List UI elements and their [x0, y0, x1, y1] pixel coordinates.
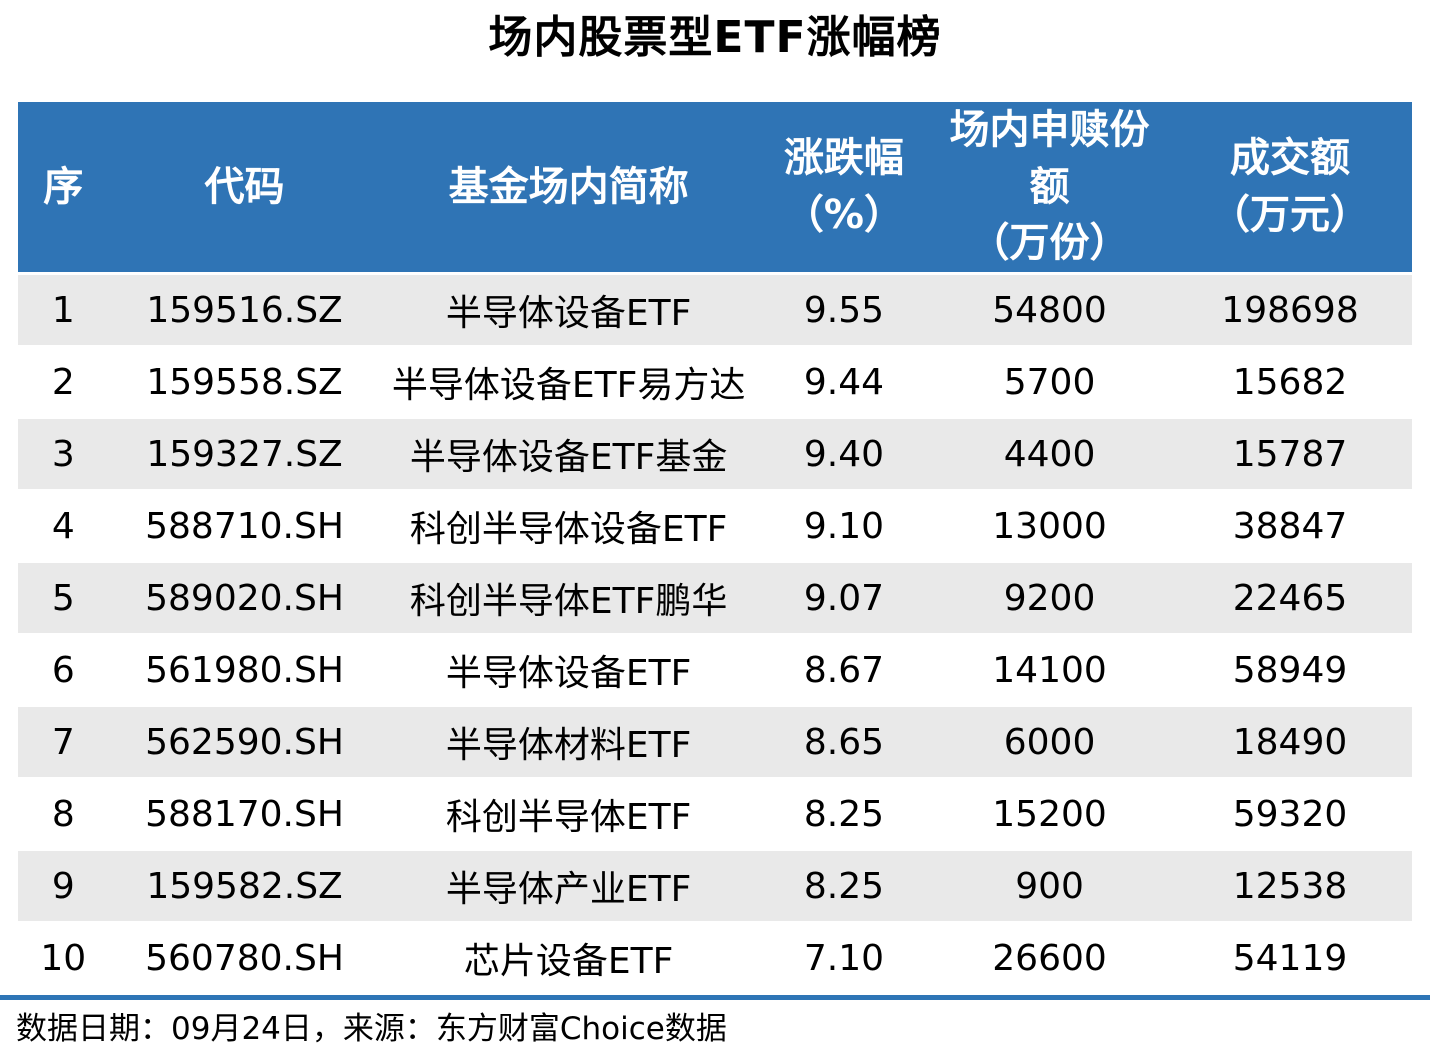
cell-fund-name: 科创半导体ETF — [380, 778, 757, 852]
cell-fund-name: 科创半导体设备ETF — [380, 490, 757, 564]
table-body: 1 159516.SZ 半导体设备ETF 9.55 54800 198698 2… — [18, 273, 1412, 996]
table-row: 4 588710.SH 科创半导体设备ETF 9.10 13000 38847 — [18, 490, 1412, 564]
cell-turnover: 59320 — [1168, 778, 1412, 852]
header-row: 序 代码 基金场内简称 涨跌幅 （%） 场内申赎份额 （万份） 成交额 — [18, 101, 1412, 276]
table-row: 6 561980.SH 半导体设备ETF 8.67 14100 58949 — [18, 634, 1412, 708]
col-header-index: 序 — [18, 101, 109, 276]
cell-code: 159327.SZ — [108, 418, 381, 492]
col-header-label: 成交额 — [1230, 135, 1351, 182]
cell-change: 8.65 — [756, 706, 932, 780]
cell-change: 9.10 — [756, 490, 932, 564]
col-header-fund-name: 基金场内简称 — [380, 101, 757, 276]
cell-code: 588710.SH — [108, 490, 381, 564]
col-header-label: 涨跌幅 — [783, 135, 904, 182]
col-header-label: 场内申赎份额 — [949, 106, 1150, 210]
cell-index: 9 — [18, 850, 109, 924]
cell-shares: 900 — [931, 850, 1169, 924]
cell-shares: 5700 — [931, 346, 1169, 420]
cell-shares: 4400 — [931, 418, 1169, 492]
cell-turnover: 18490 — [1168, 706, 1412, 780]
cell-turnover: 12538 — [1168, 850, 1412, 924]
col-header-turnover: 成交额 （万元） — [1168, 101, 1412, 276]
cell-shares: 14100 — [931, 634, 1169, 708]
cell-index: 5 — [18, 562, 109, 636]
cell-index: 2 — [18, 346, 109, 420]
table-row: 9 159582.SZ 半导体产业ETF 8.25 900 12538 — [18, 850, 1412, 924]
cell-change: 8.25 — [756, 850, 932, 924]
cell-change: 9.40 — [756, 418, 932, 492]
cell-change: 7.10 — [756, 922, 932, 996]
cell-turnover: 15787 — [1168, 418, 1412, 492]
cell-code: 561980.SH — [108, 634, 381, 708]
col-header-change: 涨跌幅 （%） — [756, 101, 932, 276]
cell-turnover: 58949 — [1168, 634, 1412, 708]
cell-fund-name: 半导体设备ETF — [380, 273, 757, 348]
cell-change: 9.07 — [756, 562, 932, 636]
cell-turnover: 22465 — [1168, 562, 1412, 636]
cell-turnover: 15682 — [1168, 346, 1412, 420]
table-row: 3 159327.SZ 半导体设备ETF基金 9.40 4400 15787 — [18, 418, 1412, 492]
table-row: 7 562590.SH 半导体材料ETF 8.65 6000 18490 — [18, 706, 1412, 780]
cell-index: 4 — [18, 490, 109, 564]
cell-fund-name: 半导体设备ETF — [380, 634, 757, 708]
cell-change: 8.67 — [756, 634, 932, 708]
etf-table: 序 代码 基金场内简称 涨跌幅 （%） 场内申赎份额 （万份） 成交额 — [18, 101, 1412, 996]
col-header-code: 代码 — [108, 101, 381, 276]
cell-shares: 9200 — [931, 562, 1169, 636]
col-header-shares: 场内申赎份额 （万份） — [931, 101, 1169, 276]
cell-change: 8.25 — [756, 778, 932, 852]
cell-shares: 26600 — [931, 922, 1169, 996]
table-row: 10 560780.SH 芯片设备ETF 7.10 26600 54119 — [18, 922, 1412, 996]
table-header: 序 代码 基金场内简称 涨跌幅 （%） 场内申赎份额 （万份） 成交额 — [18, 101, 1412, 276]
cell-fund-name: 半导体材料ETF — [380, 706, 757, 780]
cell-change: 9.44 — [756, 346, 932, 420]
cell-index: 8 — [18, 778, 109, 852]
cell-code: 159582.SZ — [108, 850, 381, 924]
col-header-label: 基金场内简称 — [448, 163, 689, 210]
cell-index: 6 — [18, 634, 109, 708]
cell-code: 588170.SH — [108, 778, 381, 852]
cell-fund-name: 半导体产业ETF — [380, 850, 757, 924]
cell-fund-name: 芯片设备ETF — [380, 922, 757, 996]
cell-index: 3 — [18, 418, 109, 492]
table-row: 1 159516.SZ 半导体设备ETF 9.55 54800 198698 — [18, 273, 1412, 348]
col-header-unit: （%） — [783, 191, 904, 238]
data-source-note: 数据日期：09月24日，来源：东方财富Choice数据 — [16, 1011, 727, 1048]
cell-shares: 15200 — [931, 778, 1169, 852]
cell-code: 562590.SH — [108, 706, 381, 780]
cell-shares: 13000 — [931, 490, 1169, 564]
bottom-accent-line — [0, 995, 1430, 1000]
cell-index: 7 — [18, 706, 109, 780]
cell-turnover: 198698 — [1168, 273, 1412, 348]
cell-fund-name: 半导体设备ETF易方达 — [380, 346, 757, 420]
cell-code: 159558.SZ — [108, 346, 381, 420]
cell-code: 159516.SZ — [108, 273, 381, 348]
etf-ranking-graphic: 场内股票型ETF涨幅榜 序 代码 基金场内简称 涨跌幅 — [0, 12, 1430, 1047]
col-header-unit: （万元） — [1210, 191, 1371, 238]
col-header-label: 序 — [43, 163, 84, 210]
table-row: 2 159558.SZ 半导体设备ETF易方达 9.44 5700 15682 — [18, 346, 1412, 420]
cell-fund-name: 科创半导体ETF鹏华 — [380, 562, 757, 636]
footer: 数据日期：09月24日，来源：东方财富Choice数据 — [16, 995, 1414, 1049]
table-row: 8 588170.SH 科创半导体ETF 8.25 15200 59320 — [18, 778, 1412, 852]
cell-turnover: 54119 — [1168, 922, 1412, 996]
cell-turnover: 38847 — [1168, 490, 1412, 564]
cell-code: 560780.SH — [108, 922, 381, 996]
cell-change: 9.55 — [756, 273, 932, 348]
cell-index: 10 — [18, 922, 109, 996]
cell-shares: 54800 — [931, 273, 1169, 348]
cell-code: 589020.SH — [108, 562, 381, 636]
page-title: 场内股票型ETF涨幅榜 — [488, 12, 942, 63]
col-header-unit: （万份） — [969, 220, 1130, 267]
cell-shares: 6000 — [931, 706, 1169, 780]
table-row: 5 589020.SH 科创半导体ETF鹏华 9.07 9200 22465 — [18, 562, 1412, 636]
cell-fund-name: 半导体设备ETF基金 — [380, 418, 757, 492]
col-header-label: 代码 — [204, 163, 285, 210]
cell-index: 1 — [18, 273, 109, 348]
